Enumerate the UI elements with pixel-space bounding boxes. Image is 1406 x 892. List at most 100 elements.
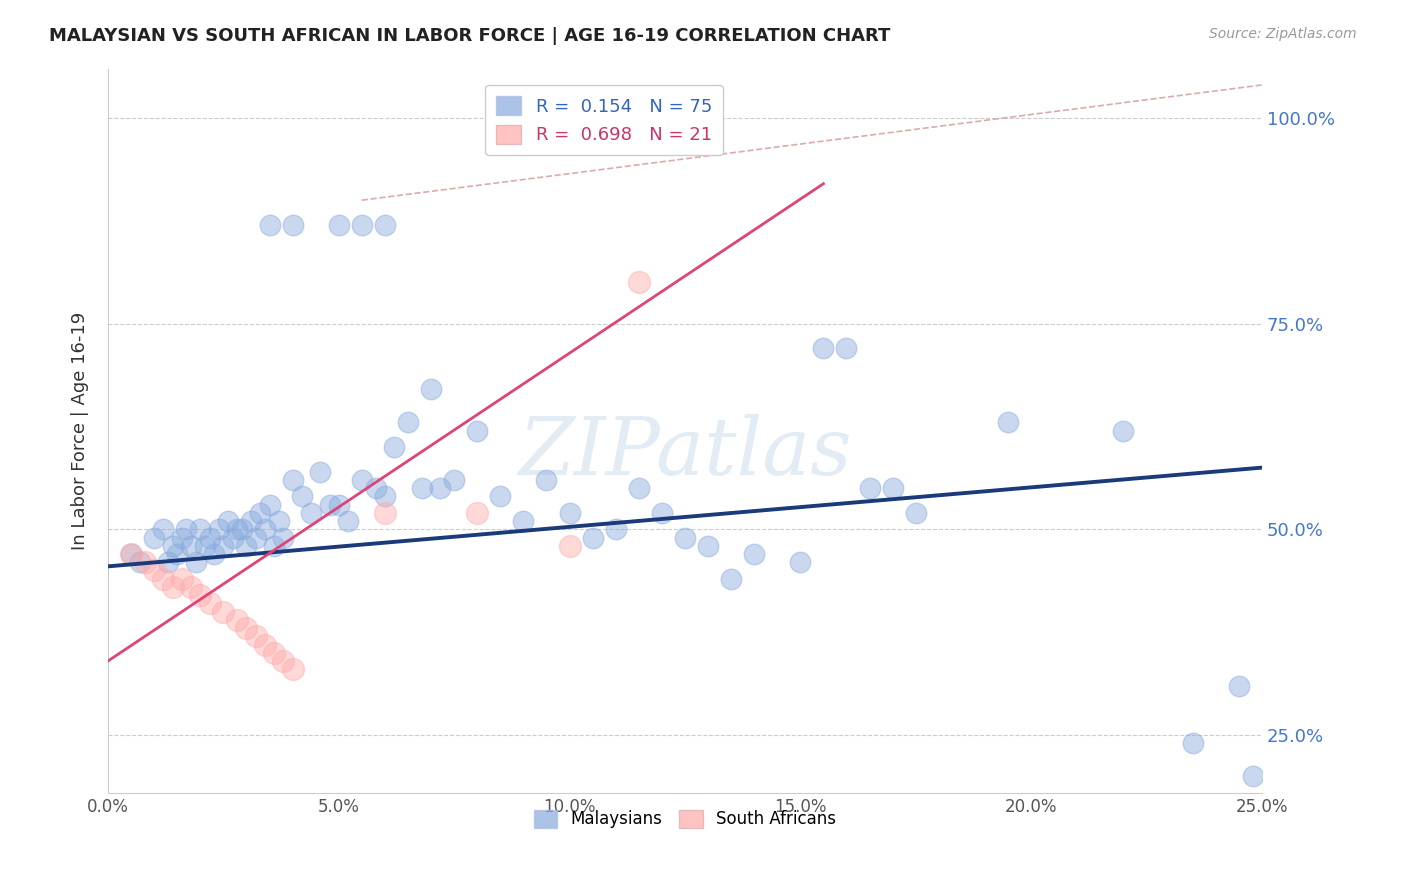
Point	[226, 522, 249, 536]
Point	[152, 522, 174, 536]
Point	[221, 531, 243, 545]
Point	[143, 531, 166, 545]
Point	[143, 564, 166, 578]
Point	[374, 490, 396, 504]
Point	[443, 473, 465, 487]
Point	[281, 218, 304, 232]
Point	[382, 440, 405, 454]
Point	[134, 555, 156, 569]
Point	[835, 341, 858, 355]
Point	[904, 506, 927, 520]
Point	[558, 506, 581, 520]
Point	[536, 473, 558, 487]
Point	[208, 522, 231, 536]
Point	[1241, 769, 1264, 783]
Point	[997, 415, 1019, 429]
Point	[212, 539, 235, 553]
Point	[253, 522, 276, 536]
Text: Source: ZipAtlas.com: Source: ZipAtlas.com	[1209, 27, 1357, 41]
Point	[328, 498, 350, 512]
Point	[605, 522, 627, 536]
Point	[742, 547, 765, 561]
Point	[273, 654, 295, 668]
Point	[267, 514, 290, 528]
Point	[1227, 679, 1250, 693]
Point	[350, 473, 373, 487]
Point	[263, 539, 285, 553]
Point	[697, 539, 720, 553]
Point	[156, 555, 179, 569]
Point	[231, 522, 253, 536]
Text: MALAYSIAN VS SOUTH AFRICAN IN LABOR FORCE | AGE 16-19 CORRELATION CHART: MALAYSIAN VS SOUTH AFRICAN IN LABOR FORC…	[49, 27, 890, 45]
Point	[558, 539, 581, 553]
Point	[198, 596, 221, 610]
Point	[374, 218, 396, 232]
Point	[1181, 736, 1204, 750]
Point	[245, 531, 267, 545]
Point	[249, 506, 271, 520]
Point	[240, 514, 263, 528]
Point	[429, 481, 451, 495]
Point	[350, 218, 373, 232]
Point	[582, 531, 605, 545]
Point	[235, 539, 257, 553]
Point	[328, 218, 350, 232]
Point	[152, 572, 174, 586]
Text: ZIPatlas: ZIPatlas	[519, 414, 852, 491]
Legend: Malaysians, South Africans: Malaysians, South Africans	[527, 803, 842, 835]
Point	[789, 555, 811, 569]
Point	[129, 555, 152, 569]
Point	[188, 588, 211, 602]
Point	[198, 531, 221, 545]
Point	[489, 490, 512, 504]
Point	[259, 498, 281, 512]
Point	[162, 539, 184, 553]
Point	[512, 514, 534, 528]
Point	[291, 490, 314, 504]
Point	[720, 572, 742, 586]
Point	[318, 498, 340, 512]
Point	[411, 481, 433, 495]
Point	[651, 506, 673, 520]
Point	[396, 415, 419, 429]
Point	[194, 539, 217, 553]
Point	[202, 547, 225, 561]
Point	[235, 621, 257, 635]
Point	[180, 539, 202, 553]
Point	[120, 547, 142, 561]
Point	[465, 424, 488, 438]
Point	[253, 638, 276, 652]
Point	[627, 276, 650, 290]
Point	[882, 481, 904, 495]
Point	[364, 481, 387, 495]
Point	[465, 506, 488, 520]
Point	[170, 531, 193, 545]
Point	[170, 572, 193, 586]
Point	[858, 481, 880, 495]
Point	[217, 514, 239, 528]
Point	[299, 506, 322, 520]
Point	[120, 547, 142, 561]
Point	[273, 531, 295, 545]
Point	[176, 522, 198, 536]
Point	[226, 613, 249, 627]
Point	[420, 383, 443, 397]
Point	[180, 580, 202, 594]
Point	[184, 555, 207, 569]
Point	[337, 514, 360, 528]
Point	[259, 218, 281, 232]
Point	[627, 481, 650, 495]
Point	[281, 662, 304, 676]
Point	[1112, 424, 1135, 438]
Point	[263, 646, 285, 660]
Point	[673, 531, 696, 545]
Point	[281, 473, 304, 487]
Y-axis label: In Labor Force | Age 16-19: In Labor Force | Age 16-19	[72, 311, 89, 549]
Point	[374, 506, 396, 520]
Point	[245, 629, 267, 643]
Point	[813, 341, 835, 355]
Point	[212, 605, 235, 619]
Point	[309, 465, 332, 479]
Point	[166, 547, 188, 561]
Point	[188, 522, 211, 536]
